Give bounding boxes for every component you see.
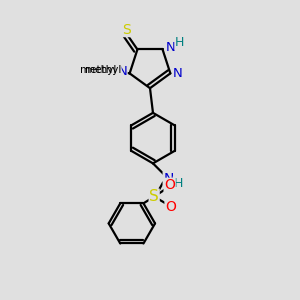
Text: N: N xyxy=(163,172,174,186)
Text: H: H xyxy=(175,36,184,50)
Text: N: N xyxy=(117,64,127,77)
Text: S: S xyxy=(149,189,159,204)
Text: methyl: methyl xyxy=(85,65,121,75)
Text: O: O xyxy=(165,200,176,214)
Text: N: N xyxy=(166,40,176,54)
Text: N: N xyxy=(173,67,183,80)
Text: S: S xyxy=(122,22,130,37)
Text: O: O xyxy=(164,178,175,192)
Text: methyl: methyl xyxy=(80,65,117,75)
Text: H: H xyxy=(173,177,183,190)
Text: methyl: methyl xyxy=(85,65,121,75)
